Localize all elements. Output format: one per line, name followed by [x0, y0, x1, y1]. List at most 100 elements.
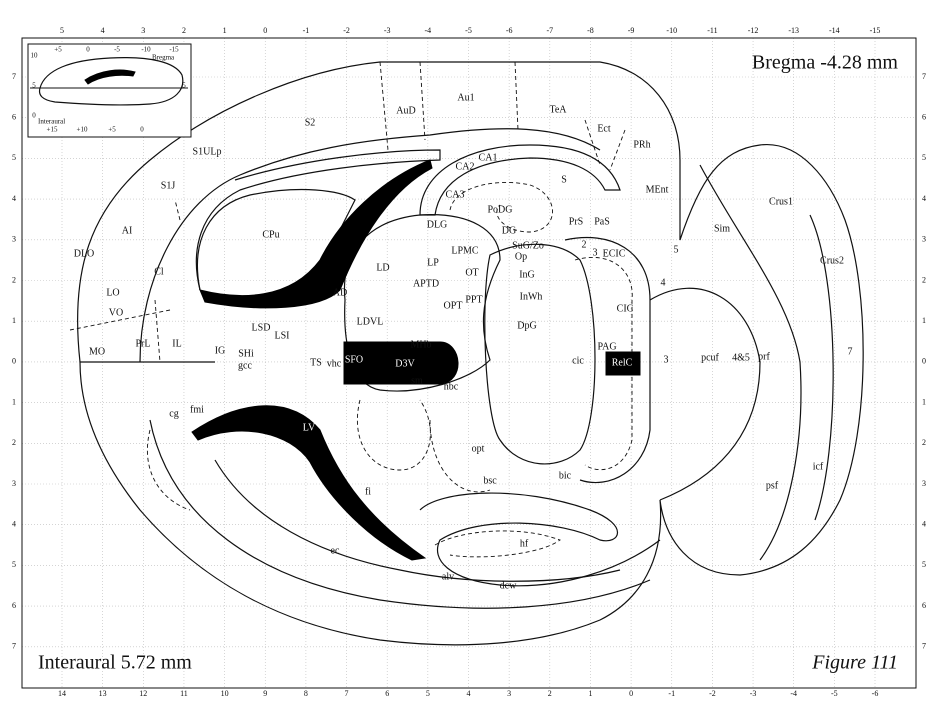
region-label: 4 [661, 277, 666, 288]
region-label: cg [169, 408, 178, 419]
bottom-axis-label: 10 [221, 689, 229, 698]
top-axis-label: -11 [707, 26, 717, 35]
inset-top-label: 0 [86, 46, 90, 54]
cortex-inner [139, 128, 601, 363]
bregma-label: Bregma -4.28 mm [752, 52, 899, 74]
top-axis-label: -2 [343, 26, 350, 35]
region-label: ECIC [603, 248, 626, 259]
region-label: PrL [136, 338, 151, 349]
region-label: TS [310, 357, 322, 368]
right-axis-label: 3 [922, 479, 926, 488]
region-label: Crus1 [769, 196, 793, 207]
region-label: S [561, 174, 567, 185]
left-axis-label: 6 [12, 113, 16, 122]
thalamus [343, 214, 501, 392]
cerebellum-lobe [699, 164, 802, 561]
region-label: 3 [664, 354, 669, 365]
bottom-axis-label: 12 [139, 689, 147, 698]
hippocampus-lower [419, 492, 661, 587]
region-label: ec [331, 545, 340, 556]
top-axis-label: 5 [60, 26, 64, 35]
inset-bottom-label: 0 [140, 126, 144, 134]
third-ventricle [343, 341, 459, 385]
dentate [449, 182, 553, 233]
region-label: DLG [427, 219, 448, 230]
right-axis-label: 0 [922, 357, 926, 366]
bottom-axis-label: 4 [467, 689, 471, 698]
region-label: Sim [714, 223, 730, 234]
right-axis-label: 3 [922, 235, 926, 244]
bottom-axis-label: 1 [588, 689, 592, 698]
region-label: MHb [410, 339, 431, 350]
region-label: PoDG [487, 204, 512, 215]
lateral-ventricle-lower [191, 405, 427, 561]
region-label: InWh [520, 291, 543, 302]
region-label: AI [122, 225, 133, 236]
region-label: dcw [500, 580, 517, 591]
region-label: DLO [74, 248, 95, 259]
top-axis-label: -3 [384, 26, 391, 35]
inset [27, 43, 192, 138]
top-axis-label: -8 [587, 26, 594, 35]
top-axis-label: -13 [788, 26, 799, 35]
region-label: 3 [593, 247, 598, 258]
region-label: prf [758, 351, 770, 362]
region-label: SHi [238, 348, 254, 359]
region-label: fi [365, 486, 371, 497]
inset-top-label: -10 [141, 46, 151, 54]
region-label: opt [472, 443, 485, 454]
region-label: S1ULp [193, 146, 222, 157]
inset-right-label: 5 [182, 82, 186, 90]
bottom-axis-label: 7 [345, 689, 349, 698]
top-axis-label: 1 [223, 26, 227, 35]
hippocampus-upper [419, 144, 621, 216]
region-label: RelC [612, 357, 633, 368]
inset-left-label: 5 [32, 82, 36, 90]
anatomy [69, 61, 864, 646]
region-label: IG [215, 345, 226, 356]
bottom-axis-label: -3 [750, 689, 757, 698]
region-label: AuD [396, 105, 415, 116]
right-axis-label: 5 [922, 153, 926, 162]
inset-top-label: -5 [114, 46, 120, 54]
aqueduct [605, 351, 641, 376]
region-label: PrS [569, 216, 583, 227]
region-label: PPT [465, 294, 482, 305]
region-label: APTD [413, 278, 439, 289]
region-label: LSI [275, 330, 290, 341]
region-label: PaS [594, 216, 610, 227]
right-axis-label: 2 [922, 275, 926, 284]
inset-interaural: Interaural [38, 118, 65, 126]
right-axis-label: 6 [922, 601, 926, 610]
region-label: vhc [327, 358, 342, 369]
top-axis-label: 4 [101, 26, 105, 35]
region-label: hbc [444, 381, 459, 392]
inset-frame [27, 43, 192, 138]
dashed-boundaries [69, 61, 626, 511]
bottom-axis-label: 6 [385, 689, 389, 698]
inset-left-label: 0 [32, 112, 36, 120]
region-label: Op [515, 251, 527, 262]
right-axis-label: 1 [922, 397, 926, 406]
bottom-axis-label: 14 [58, 689, 66, 698]
bottom-axis-label: 13 [99, 689, 107, 698]
left-axis-label: 7 [12, 72, 16, 81]
region-label: LPMC [451, 245, 479, 256]
region-label: 5 [674, 244, 679, 255]
top-axis-label: -12 [748, 26, 759, 35]
colliculus [484, 243, 596, 465]
bottom-axis-label: -6 [872, 689, 879, 698]
interaural-label: Interaural 5.72 mm [38, 652, 192, 674]
bottom-axis-label: -4 [790, 689, 797, 698]
top-axis-label: -6 [506, 26, 513, 35]
region-label: CA2 [456, 161, 475, 172]
region-label: S1J [161, 180, 176, 191]
region-label: 4&5 [732, 352, 750, 363]
inset-brain [38, 57, 184, 106]
region-label: LO [106, 287, 119, 298]
top-axis-label: 2 [182, 26, 186, 35]
bottom-axis-label: 3 [507, 689, 511, 698]
region-label: OPT [444, 300, 463, 311]
region-label: AD [333, 287, 347, 298]
labels: 5 4 3 2 1 0 -1 -2 -3 -4 -5 -6 -7 -8 -9 -10 -11 -12 -13 -14-… [12, 26, 926, 698]
